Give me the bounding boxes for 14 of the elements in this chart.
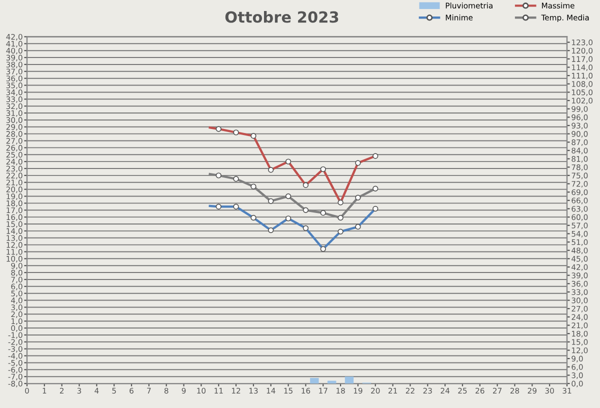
point: [338, 214, 344, 221]
point: [268, 198, 274, 204]
bar: [344, 376, 354, 384]
point: [302, 207, 309, 213]
bar: [310, 378, 319, 384]
point: [285, 193, 292, 200]
point: [250, 184, 256, 190]
point: [372, 186, 378, 192]
point: [320, 210, 326, 216]
point: [233, 176, 239, 182]
chart-title: Ottobre 2023: [225, 10, 338, 23]
bar: [327, 380, 336, 384]
point: [355, 194, 361, 200]
point: [216, 172, 222, 178]
